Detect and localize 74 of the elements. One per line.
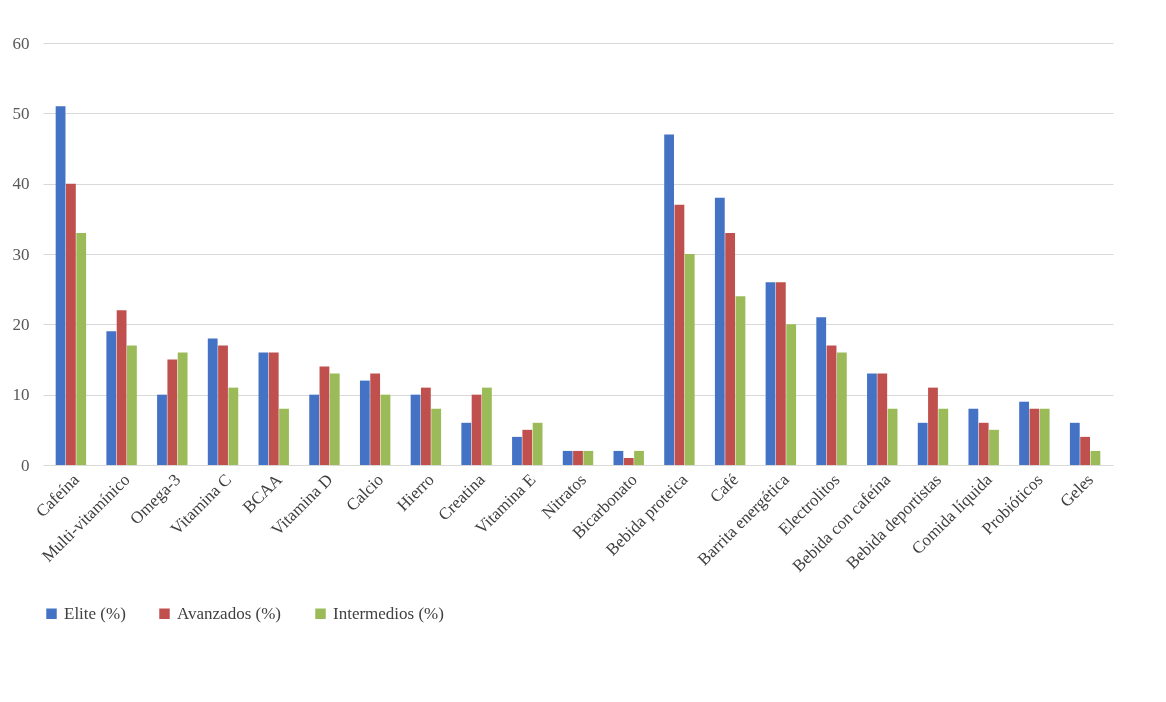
bar: [106, 331, 117, 465]
bar: [928, 387, 938, 465]
bar: [613, 450, 624, 465]
bar: [623, 457, 634, 465]
bar: [664, 134, 675, 465]
x-tick-label: Café: [706, 470, 743, 507]
bar: [207, 338, 218, 465]
bar: [1029, 408, 1040, 465]
bar: [410, 394, 421, 465]
bar: [319, 366, 330, 465]
bar: [218, 345, 228, 465]
bar: [258, 352, 269, 465]
bar: [775, 282, 786, 465]
bar: [583, 450, 594, 465]
bar: [573, 450, 583, 465]
bar: [532, 422, 543, 465]
bar: [420, 387, 431, 465]
y-tick-label: 40: [12, 174, 30, 194]
bar: [116, 310, 127, 465]
y-tick-label: 30: [12, 244, 30, 264]
bar: [55, 106, 66, 465]
bar: [877, 373, 888, 465]
bar: [481, 387, 492, 465]
y-tick-label: 60: [12, 33, 30, 53]
bar: [359, 380, 370, 465]
bar: [370, 373, 381, 465]
bar: [938, 408, 949, 465]
bar: [765, 282, 776, 465]
legend-label: Intermedios (%): [333, 603, 444, 623]
bar: [157, 394, 167, 465]
bar: [735, 296, 746, 465]
bar: [1069, 422, 1080, 465]
bar: [167, 359, 178, 465]
bar: [127, 345, 137, 465]
bar: [826, 345, 837, 465]
bar: [228, 387, 239, 465]
bar: [887, 408, 898, 465]
bar: [471, 394, 482, 465]
bar: [380, 394, 391, 465]
bar: [268, 352, 279, 465]
bar: [329, 373, 340, 465]
bar: [816, 317, 827, 465]
y-tick-label: 10: [12, 385, 30, 405]
bar: [989, 429, 999, 465]
bar: [978, 422, 989, 465]
bar: [65, 183, 76, 465]
bar: [867, 373, 877, 465]
legend-label: Elite (%): [64, 603, 126, 623]
bar: [1090, 450, 1101, 465]
bar: [522, 429, 533, 465]
bar: [512, 436, 522, 465]
y-tick-label: 50: [12, 103, 30, 123]
bar: [725, 232, 736, 465]
bar: [714, 197, 725, 465]
y-tick-label: 0: [21, 455, 30, 475]
bar: [461, 422, 472, 465]
bar: [836, 352, 847, 465]
bar: [76, 232, 87, 465]
bar: [1039, 408, 1050, 465]
bar: [279, 408, 289, 465]
bar: [917, 422, 928, 465]
bar: [786, 324, 797, 465]
bar: [1019, 401, 1029, 465]
bar: [1080, 436, 1091, 465]
bar: [684, 254, 695, 465]
legend-label: Avanzados (%): [177, 603, 282, 623]
bar: [968, 408, 979, 465]
bar: [431, 408, 442, 465]
bar: [674, 204, 685, 465]
bar: [562, 450, 573, 465]
y-tick-label: 20: [12, 314, 30, 334]
bar: [177, 352, 188, 465]
bar: [309, 394, 320, 465]
bar: [634, 450, 644, 465]
